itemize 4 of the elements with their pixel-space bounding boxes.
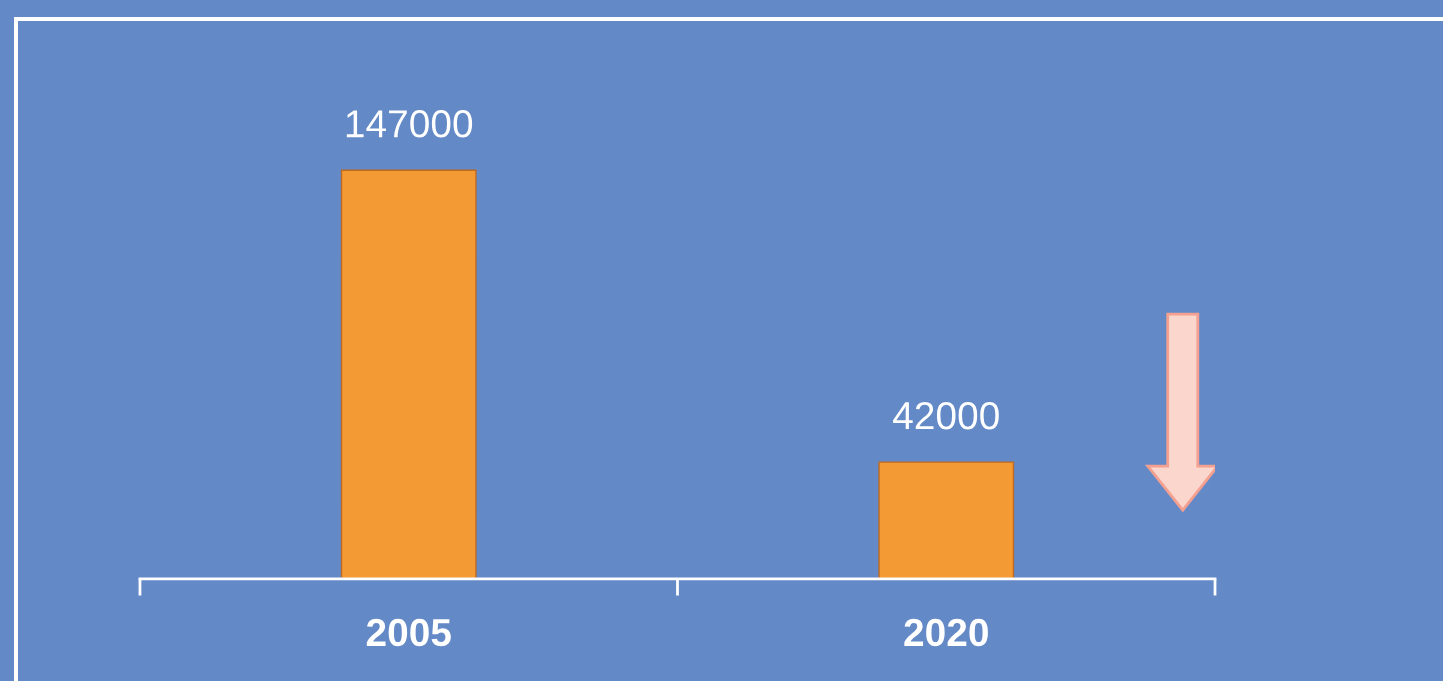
x-tick-label: 2005 <box>366 618 451 647</box>
x-tick-label: 2020 <box>904 618 988 647</box>
data-label: 42000 <box>893 401 999 430</box>
data-label: 147000 <box>346 110 473 138</box>
